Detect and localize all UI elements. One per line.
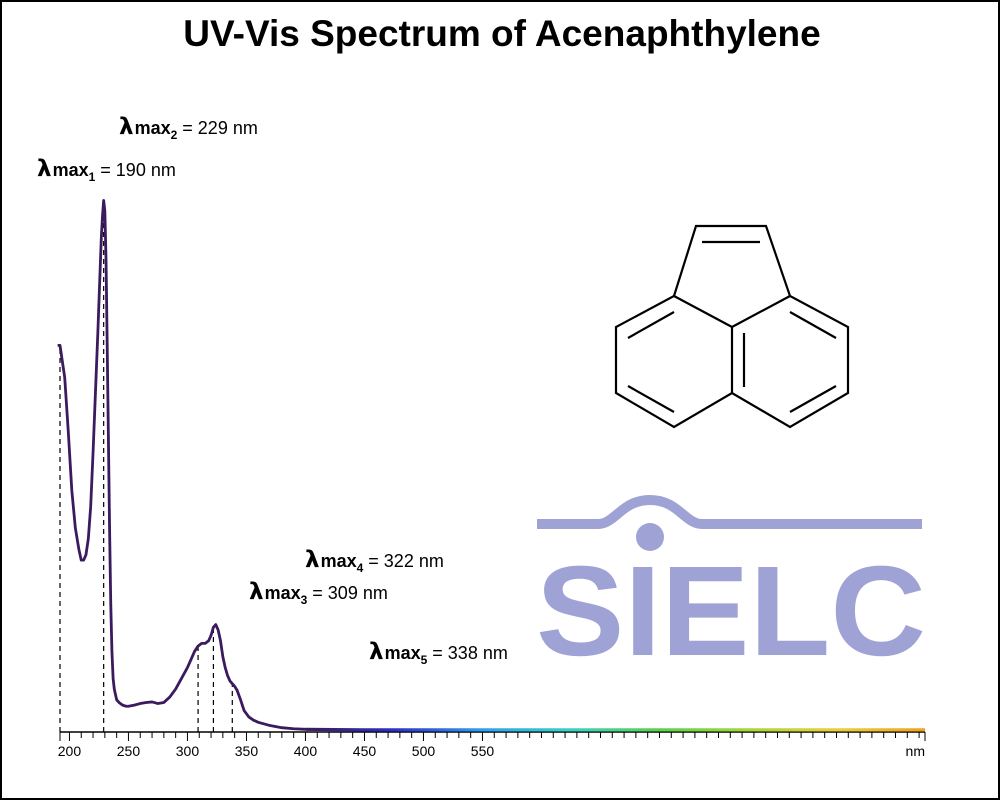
x-axis-unit-label: nm [906,743,925,759]
peak-label-text: λmax1 = 190 nm [37,156,176,184]
x-tick-label: 450 [353,743,377,759]
series-group [57,198,925,732]
spectrum-line [57,198,306,731]
peak-label-4: λmax4 = 322 nm [305,547,444,575]
x-axis: 200 250 300 350 400 450 500 550 nm [58,731,926,759]
molecule-inner-bonds [673,295,791,393]
x-tick-label: 200 [58,743,82,759]
peak-label-2: λmax2 = 229 nm [119,114,258,142]
chart-title: UV-Vis Spectrum of Acenaphthylene [183,13,821,54]
x-tick-label: 500 [412,743,436,759]
peak-label-text: λmax5 = 338 nm [369,639,508,667]
peak-label-5: λmax5 = 338 nm [369,639,508,667]
x-tick-label: 550 [471,743,495,759]
logo-dot [636,523,664,551]
x-tick-label: 350 [235,743,259,759]
logo-wordmark: SIELC [536,540,926,683]
peak-label-text: λmax3 = 309 nm [249,579,388,607]
peak-label-1: λmax1 = 190 nm [37,156,176,184]
peak-label-text: λmax2 = 229 nm [119,114,258,142]
peak-lines [59,200,233,732]
peak-label-3: λmax3 = 309 nm [249,579,388,607]
x-tick-label: 300 [176,743,200,759]
molecule-outline [614,224,850,429]
x-tick-label: 250 [117,743,141,759]
peak-annotations: λmax1 = 190 nm λmax2 = 229 nm λmax3 = 309 nm λ… [37,114,508,667]
logo-swoosh [537,494,922,529]
sielc-logo: SIELC [536,494,926,683]
spectrum-line-visible-range [305,727,925,732]
acenaphthylene-structure [614,224,850,429]
x-tick-label: 400 [294,743,318,759]
peak-label-text: λmax4 = 322 nm [305,547,444,575]
molecule-double-bonds [627,240,837,413]
